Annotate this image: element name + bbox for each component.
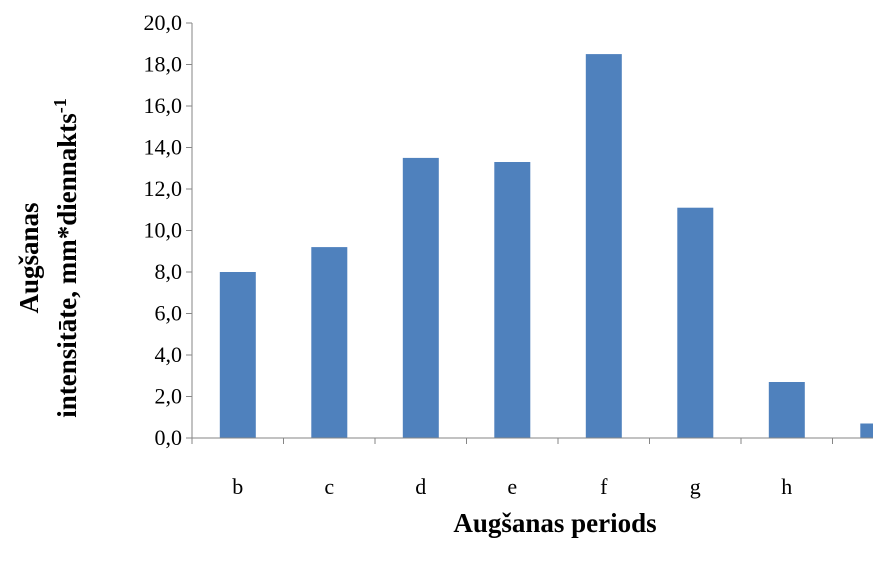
y-tick-label: 2,0 (155, 384, 183, 409)
bar-h (768, 382, 805, 438)
x-tick-label-b: b (232, 474, 243, 499)
y-axis-title-line1: Augšanas (14, 202, 44, 313)
y-axis-title-line2-main: intensitāte, mm*diennakts (52, 113, 82, 418)
y-tick-label: 6,0 (155, 301, 183, 326)
x-axis-title: Augšanas periods (453, 508, 656, 538)
x-tick-label-d: d (415, 474, 426, 499)
x-tick-label-c: c (324, 474, 334, 499)
bar-i (860, 423, 873, 438)
y-tick-label: 10,0 (144, 218, 183, 243)
x-tick-labels: bcdefghi (232, 474, 792, 499)
x-tick-label-h: h (781, 474, 792, 499)
y-tick-label: 16,0 (144, 93, 183, 118)
x-tick-label-e: e (507, 474, 517, 499)
axes-group (186, 22, 873, 444)
x-tick-label-g: g (690, 474, 701, 499)
bars-group (219, 54, 873, 438)
y-tick-label: 12,0 (144, 176, 183, 201)
y-tick-label: 0,0 (155, 425, 183, 450)
y-axis-title-line2: intensitāte, mm*diennakts-1 (50, 98, 82, 418)
y-tick-label: 14,0 (144, 135, 183, 160)
y-tick-label: 4,0 (155, 342, 183, 367)
bar-d (402, 157, 439, 438)
y-axis-title-superscript: -1 (50, 98, 70, 113)
bar-e (494, 162, 531, 438)
bar-b (219, 272, 256, 438)
y-tick-label: 18,0 (144, 52, 183, 77)
bar-g (677, 207, 714, 438)
x-tick-label-f: f (600, 474, 608, 499)
bar-c (311, 247, 348, 438)
y-tick-label: 20,0 (144, 10, 183, 35)
y-tick-label: 8,0 (155, 259, 183, 284)
bar-f (585, 54, 622, 438)
y-tick-labels: 0,0 2,0 4,0 6,0 8,0 10,0 12,0 14,0 16,0 18,0 20,0 (144, 10, 183, 450)
